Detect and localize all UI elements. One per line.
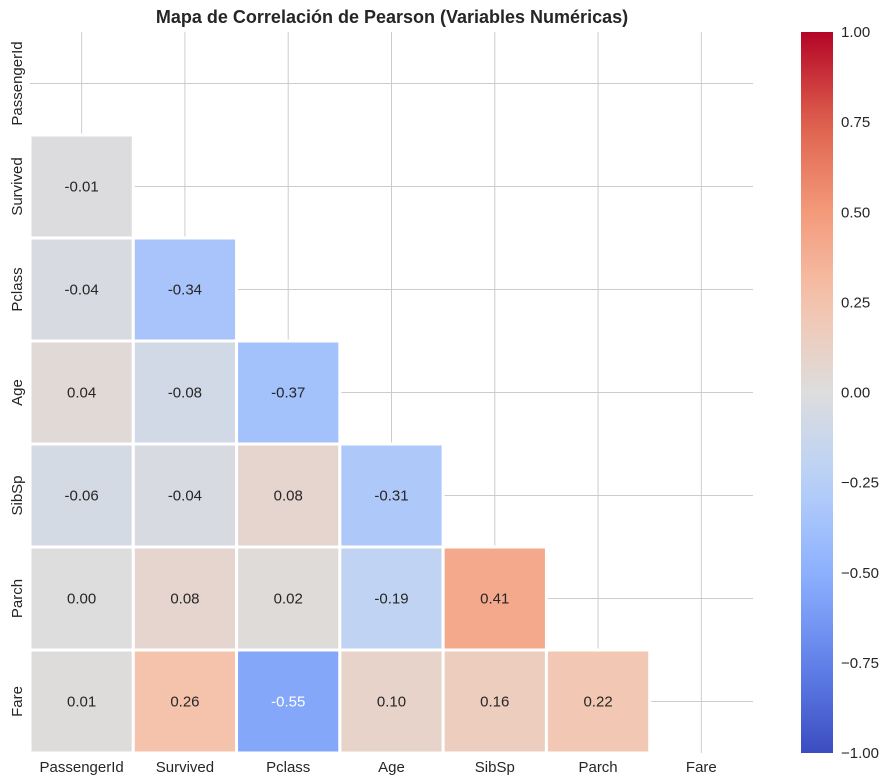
y-tick-label-passengerid: PassengerId (9, 41, 26, 125)
cell-value-label: 0.10 (377, 694, 406, 711)
colorbar-tick-label: 0.50 (841, 204, 870, 221)
x-tick-label-fare: Fare (686, 759, 717, 776)
heatmap-cell-fare-sibsp (441, 648, 548, 755)
y-tick-label-sibsp: SibSp (9, 475, 26, 515)
cell-value-label: 0.26 (170, 694, 199, 711)
heatmap-cell-parch-passengerid (28, 545, 135, 652)
cell-value-label: -0.37 (271, 385, 305, 402)
cell-value-label: -0.04 (65, 282, 99, 299)
cell-value-label: 0.16 (480, 694, 509, 711)
heatmap-cell-sibsp-survived (131, 442, 239, 549)
x-tick-label-parch: Parch (578, 759, 617, 776)
heatmap-cells: -0.01 -0.04 -0.34 0.04 -0.08 -0.37 -0.06 -0.04 0… (28, 133, 652, 755)
heatmap-cell-sibsp-age (338, 442, 445, 549)
colorbar-tick-label: 0.25 (841, 294, 870, 311)
y-tick-label-pclass: Pclass (9, 267, 26, 311)
cell-value-label: -0.19 (374, 591, 408, 608)
cell-value-label: 0.08 (274, 488, 303, 505)
x-tick-label-age: Age (378, 759, 405, 776)
cell-value-label: 0.22 (583, 694, 612, 711)
y-tick-label-fare: Fare (9, 686, 26, 717)
x-axis-tick-labels: PassengerId Survived Pclass Age SibSp Parch Fa… (40, 759, 717, 776)
colorbar-tick-labels: 1.00 0.75 0.50 0.25 0.00 −0.25 −0.50 −0.75 −1.00 (841, 24, 879, 762)
heatmap-cell-fare-parch (544, 648, 652, 755)
colorbar-tick-label: 0.75 (841, 114, 870, 131)
cell-value-label: -0.01 (65, 179, 99, 196)
x-tick-label-survived: Survived (156, 759, 214, 776)
colorbar-tick-label: −0.25 (841, 475, 879, 492)
cell-value-label: 0.04 (67, 385, 96, 402)
heatmap-cell-fare-survived (131, 648, 239, 755)
heatmap-cell-sibsp-passengerid (28, 442, 135, 549)
heatmap-cell-fare-passengerid (28, 648, 135, 755)
cell-value-label: 0.02 (274, 591, 303, 608)
cell-value-label: -0.08 (168, 385, 202, 402)
x-tick-label-passengerid: PassengerId (40, 759, 124, 776)
colorbar (801, 32, 833, 753)
cell-value-label: 0.08 (170, 591, 199, 608)
cell-value-label: -0.06 (65, 488, 99, 505)
y-tick-label-parch: Parch (9, 579, 26, 618)
colorbar-tick-label: 0.00 (841, 385, 870, 402)
heatmap-cell-parch-sibsp (441, 545, 548, 652)
cell-value-label: 0.01 (67, 694, 96, 711)
y-tick-label-age: Age (9, 379, 26, 406)
y-axis-tick-labels: PassengerId Survived Pclass Age SibSp Parch Fa… (9, 41, 26, 717)
colorbar-tick-label: −1.00 (841, 745, 879, 762)
cell-value-label: 0.41 (480, 591, 509, 608)
cell-value-label: -0.55 (271, 694, 305, 711)
heatmap-cell-age-pclass (235, 339, 342, 446)
y-tick-label-survived: Survived (9, 157, 26, 215)
x-tick-label-sibsp: SibSp (475, 759, 515, 776)
cell-value-label: -0.31 (374, 488, 408, 505)
heatmap-cell-fare-pclass (235, 648, 342, 755)
colorbar-tick-label: −0.50 (841, 565, 879, 582)
colorbar-tick-label: −0.75 (841, 655, 879, 672)
cell-value-label: -0.04 (168, 488, 202, 505)
colorbar-tick-label: 1.00 (841, 24, 870, 41)
cell-value-label: 0.00 (67, 591, 96, 608)
chart-title: Mapa de Correlación de Pearson (Variable… (156, 7, 628, 27)
cell-value-label: -0.34 (168, 282, 202, 299)
x-tick-label-pclass: Pclass (266, 759, 310, 776)
heatmap-cell-pclass-survived (131, 236, 239, 343)
heatmap-cell-parch-survived (131, 545, 239, 652)
